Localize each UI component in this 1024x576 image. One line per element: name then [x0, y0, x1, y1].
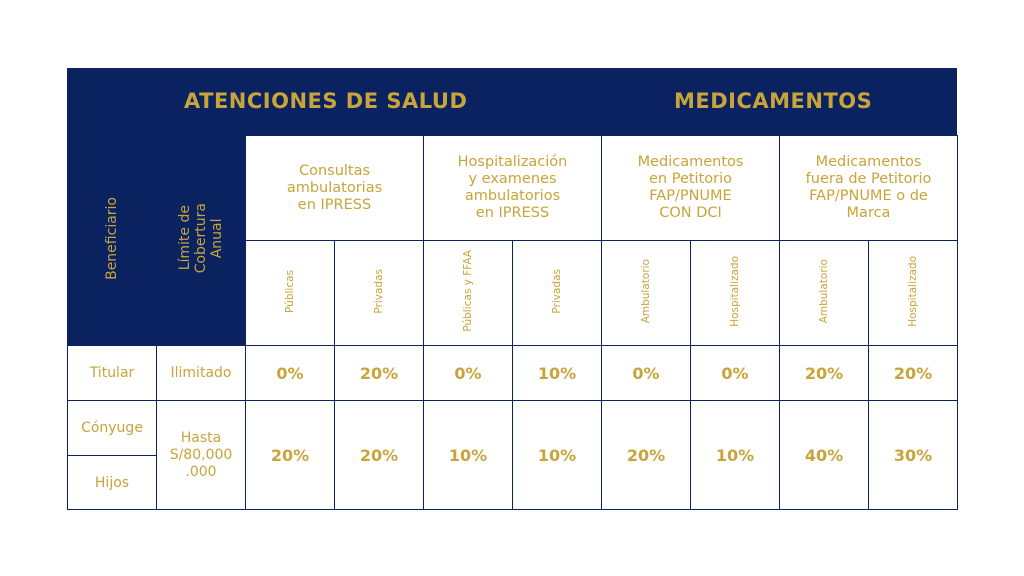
table-row-hijos: Hijos — [67, 455, 958, 510]
hijos-label: Hijos — [67, 455, 157, 510]
titular-value: 0% — [690, 345, 780, 401]
shared-value: 40% — [779, 400, 869, 510]
sub-ambulatorio: Ambulatorio — [817, 258, 830, 324]
sub-hospitalizado: Hospitalizado — [906, 255, 919, 327]
shared-value: 10% — [690, 400, 780, 510]
shared-value: 20% — [601, 400, 691, 510]
shared-value: 20% — [334, 400, 424, 510]
sub-header-cell: Ambulatorio — [779, 240, 869, 346]
sub-hospitalizado: Hospitalizado — [728, 255, 741, 327]
titular-value: 20% — [868, 345, 958, 401]
sub-header-cell: Privadas — [512, 240, 602, 346]
sub-header-cell: Privadas — [334, 240, 424, 346]
sub-privadas: Privadas — [550, 268, 563, 314]
sub-header-cell: Ambulatorio — [601, 240, 691, 346]
sub-ambulatorio: Ambulatorio — [639, 258, 652, 324]
titular-label: Titular — [67, 345, 157, 401]
group-consultas: Consultas ambulatorias en IPRESS — [245, 135, 424, 241]
group-hospitalizacion: Hospitalización y examenes ambulatorios … — [423, 135, 602, 241]
sub-header-cell: Públicas — [245, 240, 335, 346]
titular-value: 0% — [423, 345, 513, 401]
titular-value: 20% — [334, 345, 424, 401]
sub-header-cell: Públicas y FFAA — [423, 240, 513, 346]
titular-value: 10% — [512, 345, 602, 401]
shared-value: 20% — [245, 400, 335, 510]
banner-atenciones-title: ATENCIONES DE SALUD — [184, 89, 468, 113]
table-row-conyuge: Cónyuge Hasta S/80,000 .000 20% 20% 10% … — [67, 400, 958, 510]
beneficiario-header: Beneficiario — [67, 135, 157, 346]
banner-medicamentos-title: MEDICAMENTOS — [674, 89, 873, 113]
sub-publicas: Públicas — [283, 269, 296, 313]
beneficiario-header-label: Beneficiario — [103, 197, 120, 280]
limite-header: Límite de Cobertura Anual — [156, 135, 246, 346]
titular-value: 0% — [245, 345, 335, 401]
shared-value: 10% — [512, 400, 602, 510]
sub-header-cell: Hospitalizado — [868, 240, 958, 346]
shared-value: 10% — [423, 400, 513, 510]
shared-value: 30% — [868, 400, 958, 510]
titular-value: 0% — [601, 345, 691, 401]
sub-publicas-ffaa: Públicas y FFAA — [461, 250, 474, 332]
titular-limit: Ilimitado — [156, 345, 246, 401]
coverage-table: Beneficiario Límite de Cobertura Anual C… — [67, 135, 958, 510]
limite-header-label: Límite de Cobertura Anual — [176, 203, 226, 274]
conyuge-label: Cónyuge — [67, 400, 157, 456]
sub-header-cell: Hospitalizado — [690, 240, 780, 346]
shared-limit: Hasta S/80,000 .000 — [156, 400, 246, 510]
titular-value: 20% — [779, 345, 869, 401]
sub-privadas: Privadas — [372, 268, 385, 314]
table-row-titular: Titular Ilimitado 0% 20% 0% 10% 0% 0% 20… — [67, 345, 958, 401]
header-banner: ATENCIONES DE SALUD MEDICAMENTOS — [67, 68, 957, 135]
group-medicamentos-petitorio: Medicamentos en Petitorio FAP/PNUME CON … — [601, 135, 780, 241]
group-medicamentos-fuera: Medicamentos fuera de Petitorio FAP/PNUM… — [779, 135, 958, 241]
